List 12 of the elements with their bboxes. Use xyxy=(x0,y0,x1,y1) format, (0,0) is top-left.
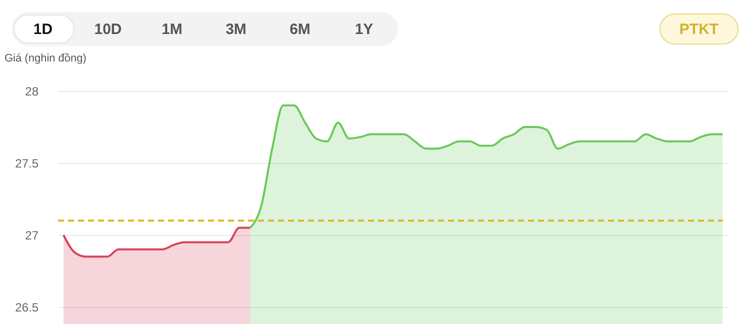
text: 1D xyxy=(33,21,53,38)
y-tick-label: 27.5 xyxy=(15,156,39,170)
y-tick-label: 28 xyxy=(25,84,39,98)
text: 1M xyxy=(162,21,182,38)
text: 10D xyxy=(94,21,122,38)
y-axis-title: Giá (nghin đồng) xyxy=(4,52,86,64)
text: 1Y xyxy=(354,21,374,38)
text: 6M xyxy=(290,21,310,38)
text: 3M xyxy=(226,21,246,38)
y-tick-label: 26.5 xyxy=(15,300,39,314)
y-tick-label: 27 xyxy=(25,228,39,242)
text: PTKT xyxy=(679,21,719,38)
